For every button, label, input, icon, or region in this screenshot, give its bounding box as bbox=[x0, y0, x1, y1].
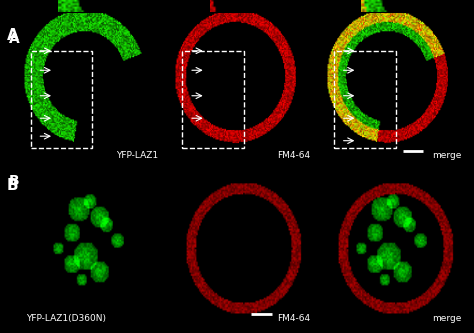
Text: A: A bbox=[9, 32, 19, 46]
Text: B: B bbox=[9, 174, 19, 188]
Text: B: B bbox=[7, 178, 19, 193]
Text: FM4-64: FM4-64 bbox=[277, 314, 310, 323]
Text: YFP-LAZ1(D360N): YFP-LAZ1(D360N) bbox=[27, 314, 107, 323]
Text: merge: merge bbox=[432, 151, 462, 160]
Text: YFP-LAZ1: YFP-LAZ1 bbox=[116, 151, 158, 160]
Text: FM4-64: FM4-64 bbox=[277, 151, 310, 160]
Text: merge: merge bbox=[432, 314, 462, 323]
Text: A: A bbox=[7, 28, 19, 43]
